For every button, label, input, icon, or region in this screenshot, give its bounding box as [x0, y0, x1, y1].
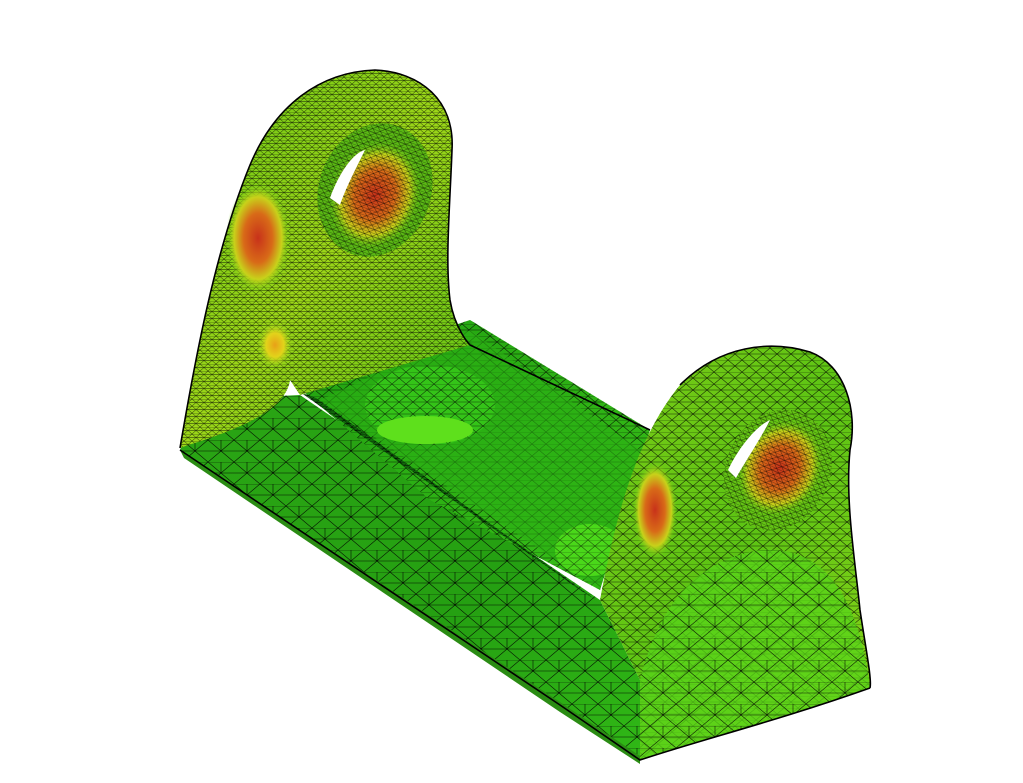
- left-lug[interactable]: [180, 70, 470, 448]
- mesh-silhouette: [179, 69, 872, 761]
- right-lug[interactable]: [600, 346, 871, 760]
- base-block[interactable]: [180, 395, 640, 764]
